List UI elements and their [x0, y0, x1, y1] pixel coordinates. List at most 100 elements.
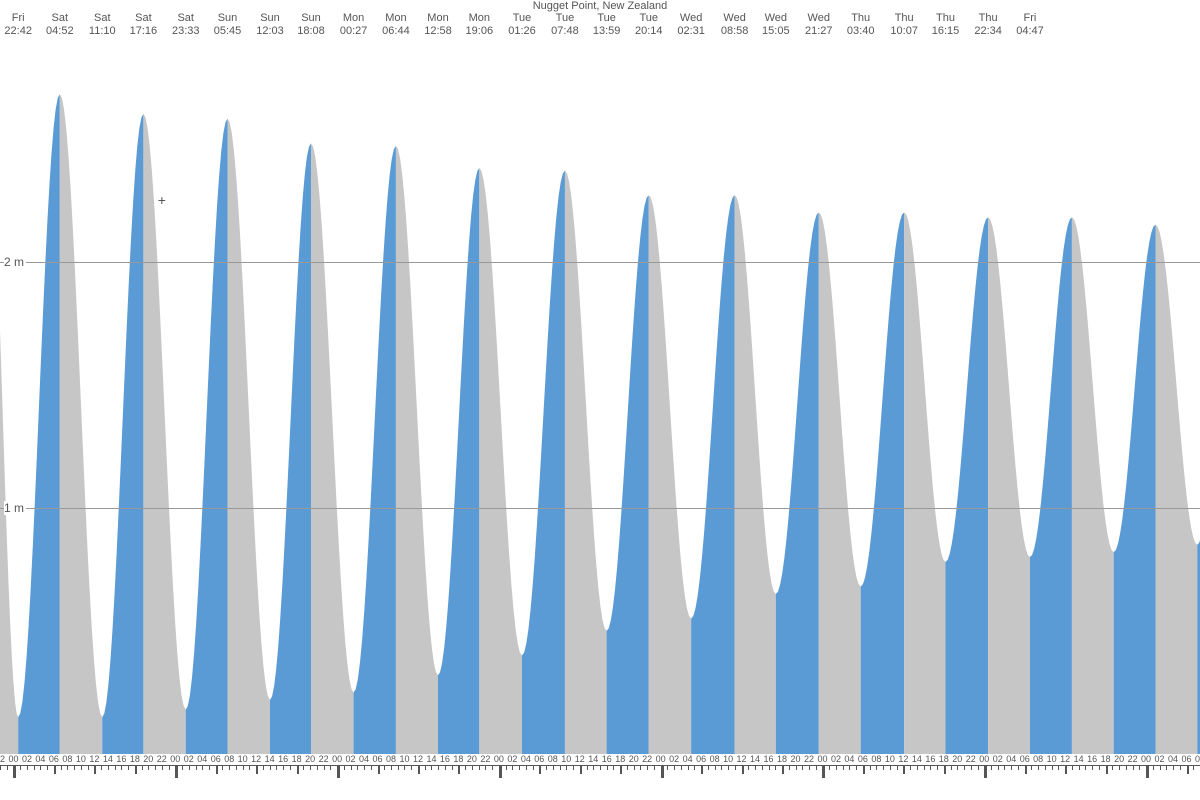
- x-tick: [27, 766, 28, 770]
- x-tick: [539, 766, 541, 774]
- y-gridline-label: 2 m: [4, 255, 26, 269]
- x-hour-label: 10: [723, 754, 733, 764]
- x-tick: [580, 766, 582, 774]
- x-tick: [640, 766, 641, 770]
- x-hour-label: 06: [534, 754, 544, 764]
- x-tick: [391, 766, 392, 770]
- x-hour-label: 02: [184, 754, 194, 764]
- x-tick: [162, 766, 163, 770]
- tide-segment: [270, 143, 311, 754]
- x-tick: [115, 766, 116, 770]
- x-hour-label: 18: [1101, 754, 1111, 764]
- time-header-cell: Wed21:27: [805, 12, 833, 38]
- x-tick: [20, 766, 21, 770]
- time-header-cell: Mon12:58: [424, 12, 452, 38]
- time-header-cell: Wed08:58: [721, 12, 749, 38]
- x-tick: [431, 766, 432, 770]
- time-header-cell: Sun05:45: [214, 12, 242, 38]
- x-tick: [1119, 766, 1120, 770]
- x-hour-label: 04: [35, 754, 45, 764]
- x-tick: [0, 766, 1, 770]
- x-hour-label: 08: [62, 754, 72, 764]
- x-tick: [344, 766, 345, 770]
- y-gridline-label: 1 m: [4, 501, 26, 515]
- x-tick: [1160, 766, 1161, 770]
- x-tick: [337, 766, 340, 778]
- tide-segment: [946, 217, 989, 754]
- x-hour-label: 12: [251, 754, 261, 764]
- time-header-cell: Sat04:52: [46, 12, 74, 38]
- x-hour-label: 14: [426, 754, 436, 764]
- x-tick: [263, 766, 264, 770]
- x-tick: [310, 766, 311, 770]
- tide-segment: [1030, 217, 1072, 754]
- x-tick: [1072, 766, 1073, 770]
- x-tick: [40, 766, 41, 770]
- x-tick: [458, 766, 460, 774]
- x-hour-label: 06: [1020, 754, 1030, 764]
- x-tick: [735, 766, 736, 770]
- x-hour-label: 22: [319, 754, 329, 764]
- x-hour-label: 02: [1155, 754, 1165, 764]
- x-hour-label: 10: [238, 754, 248, 764]
- x-tick: [243, 766, 244, 770]
- x-tick: [283, 766, 284, 770]
- x-tick: [755, 766, 756, 770]
- x-hour-label: 04: [1006, 754, 1016, 764]
- time-header-cell: Thu10:07: [890, 12, 918, 38]
- x-tick: [553, 766, 554, 770]
- x-hour-label: 08: [1195, 754, 1200, 764]
- x-tick: [418, 766, 420, 774]
- x-tick: [1153, 766, 1154, 770]
- x-hour-label: 16: [764, 754, 774, 764]
- tide-segment: [988, 217, 1030, 754]
- x-tick: [452, 766, 453, 770]
- x-tick: [708, 766, 709, 770]
- time-header-cell: Sat23:33: [172, 12, 200, 38]
- x-hour-label: 22: [642, 754, 652, 764]
- tide-segment: [186, 119, 228, 754]
- x-tick: [566, 766, 567, 770]
- x-tick: [816, 766, 817, 770]
- x-hour-label: 22: [157, 754, 167, 764]
- x-tick: [1099, 766, 1100, 770]
- time-header-cell: Mon00:27: [340, 12, 368, 38]
- time-header-cell: Mon19:06: [466, 12, 494, 38]
- x-hour-label: 22: [1128, 754, 1138, 764]
- x-tick: [613, 766, 614, 770]
- x-hour-label: 20: [305, 754, 315, 764]
- x-tick: [1058, 766, 1059, 770]
- tide-area-svg: [0, 40, 1200, 754]
- x-hour-label: 16: [440, 754, 450, 764]
- x-tick: [290, 766, 291, 770]
- x-hour-label: 08: [548, 754, 558, 764]
- x-tick: [1004, 766, 1005, 770]
- x-tick: [998, 766, 999, 770]
- x-tick: [189, 766, 190, 770]
- x-tick: [101, 766, 102, 770]
- tide-segment: [102, 114, 143, 754]
- x-hour-label: 12: [575, 754, 585, 764]
- x-tick: [964, 766, 965, 770]
- x-tick: [249, 766, 250, 770]
- x-tick: [600, 766, 601, 770]
- x-tick: [1187, 766, 1189, 774]
- x-tick: [142, 766, 143, 770]
- x-hour-label: 12: [89, 754, 99, 764]
- time-header-cell: Sat11:10: [89, 12, 116, 38]
- time-header-cell: Sun18:08: [297, 12, 325, 38]
- x-tick: [384, 766, 385, 770]
- x-tick: [1092, 766, 1093, 770]
- x-tick: [479, 766, 480, 770]
- x-hour-label: 00: [656, 754, 666, 764]
- x-tick: [1045, 766, 1046, 770]
- x-tick: [1031, 766, 1032, 770]
- x-hour-label: 00: [494, 754, 504, 764]
- x-tick: [843, 766, 844, 770]
- x-tick: [546, 766, 547, 770]
- x-tick: [661, 766, 664, 778]
- x-tick: [560, 766, 561, 770]
- x-tick: [627, 766, 628, 770]
- x-tick: [155, 766, 156, 770]
- x-tick: [13, 766, 16, 778]
